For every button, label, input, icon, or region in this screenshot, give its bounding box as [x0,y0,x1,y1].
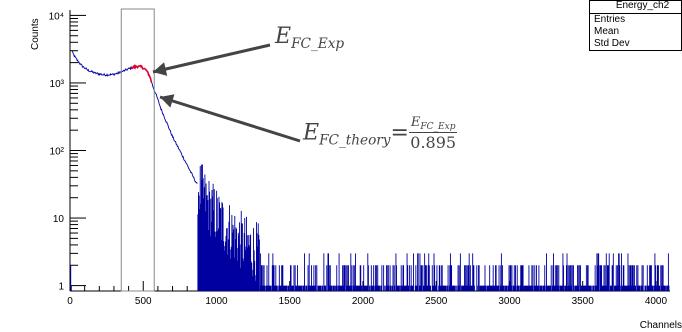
annotation-theory-numerator: EFC_Exp [409,115,458,133]
stats-title: Energy_ch2 [590,1,681,14]
annotation-exp: EFC_Exp [275,24,344,52]
selection-box [121,9,154,291]
histogram [71,51,669,291]
y-tick-label: 1 [58,282,64,293]
fit-region-series [132,66,152,83]
x-tick-label: 500 [135,296,152,307]
x-tick-label: 0 [67,296,73,307]
annotation-theory-base: E [303,121,319,146]
x-tick-label: 1500 [279,296,302,307]
annotation-exp-base: E [275,24,291,49]
y-axis-title: Counts [30,18,41,50]
x-axis-title: Channels [640,320,682,331]
annotation-theory-fraction: EFC_Exp 0.895 [409,115,458,152]
y-tick-label: 10² [50,147,65,158]
annotation-theory-denominator: 0.895 [409,133,458,152]
x-tick-label: 3000 [498,296,521,307]
stats-entries-label: Entries [590,14,681,26]
annotation-theory-eq: = [390,121,408,146]
stats-stddev-label: Std Dev [590,38,681,50]
spectrum-series [71,51,669,291]
x-tick-label: 3500 [572,296,595,307]
numerator-base: E [411,115,421,130]
x-tick-label: 4000 [645,296,668,307]
arrow-exp-shaft [153,45,270,72]
annotation-theory-sub: FC_theory [319,132,390,148]
x-tick-label: 1000 [205,296,228,307]
x-tick-label: 2500 [425,296,448,307]
numerator-sub: FC_Exp [420,122,455,132]
y-tick-label: 10⁴ [49,11,64,22]
annotation-exp-sub: FC_Exp [291,36,344,52]
y-tick-label: 10³ [50,79,65,90]
axes: 1 10 10² 10³ 10⁴ 0 500 1000 1500 2000 2500 3000 3500… [49,10,670,307]
stats-mean-label: Mean [590,26,681,38]
stats-box: Energy_ch2 Entries Mean Std Dev [589,0,682,51]
arrow-exp-head [153,62,167,76]
y-tick-label: 10 [53,214,65,225]
x-tick-label: 2000 [352,296,375,307]
annotation-theory: EFC_theory= EFC_Exp 0.895 [303,115,457,152]
arrow-theory-shaft [160,97,300,141]
